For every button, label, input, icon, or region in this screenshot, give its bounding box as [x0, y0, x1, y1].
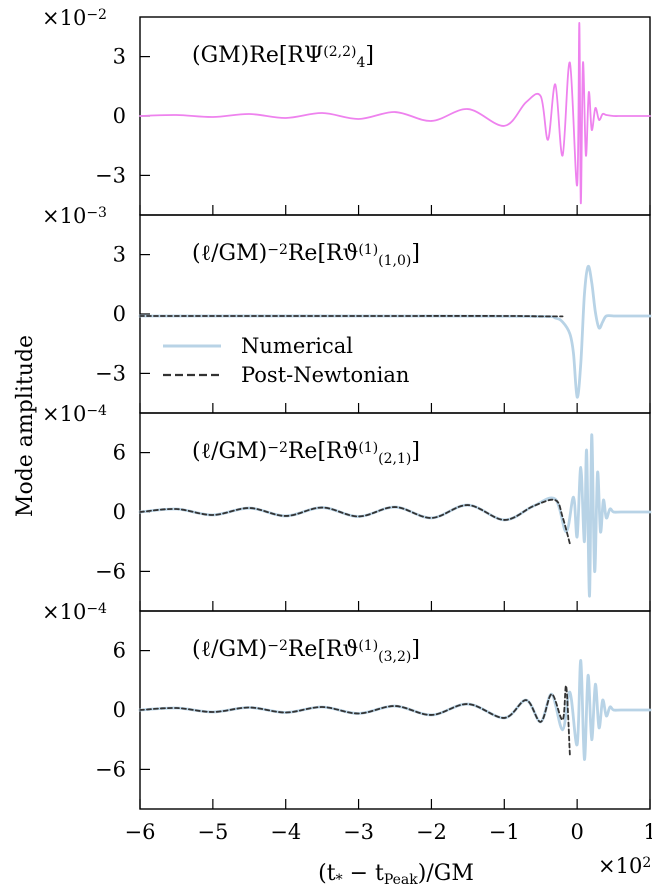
- y-tick-label: 0: [113, 104, 126, 128]
- x-tick-label: −4: [270, 820, 301, 844]
- legend-label: Post-Newtonian: [241, 363, 409, 387]
- y-tick-label: −6: [95, 559, 126, 583]
- x-tick-label: −3: [343, 820, 374, 844]
- y-multiplier: ×10−3: [42, 204, 107, 228]
- x-tick-label: −5: [197, 820, 228, 844]
- x-axis-title: (t* − tPeak)/GM: [318, 861, 474, 888]
- panel-label-3: (ℓ/GM)−2Re[Rϑ(1)(2,1)]: [192, 439, 420, 467]
- x-tick-label: −6: [125, 820, 156, 844]
- y-multiplier: ×10−2: [42, 6, 107, 30]
- panel-label-4: (ℓ/GM)−2Re[Rϑ(1)(3,2)]: [192, 637, 420, 665]
- x-multiplier: ×102: [598, 854, 651, 878]
- y-tick-label: −6: [95, 757, 126, 781]
- y-tick-label: −3: [95, 361, 126, 385]
- y-tick-label: 3: [113, 243, 126, 267]
- y-tick-label: 6: [113, 639, 126, 663]
- y-tick-label: 0: [113, 302, 126, 326]
- x-tick-label: −2: [416, 820, 447, 844]
- x-tick-label: 0: [570, 820, 583, 844]
- panel-label-2: (ℓ/GM)−2Re[Rϑ(1)(1,0)]: [192, 241, 420, 269]
- numerical-line-4: [138, 659, 652, 761]
- y-axis-title: Mode amplitude: [13, 335, 38, 517]
- y-tick-label: −3: [95, 163, 126, 187]
- x-tick-label: 1: [643, 820, 652, 844]
- legend-label: Numerical: [241, 334, 353, 358]
- y-tick-label: 0: [113, 698, 126, 722]
- y-tick-label: 3: [113, 45, 126, 69]
- x-tick-label: −1: [489, 820, 520, 844]
- numerical-line-1: [139, 22, 651, 205]
- y-tick-label: 6: [113, 441, 126, 465]
- panel-label-1: (GM)Re[RΨ(2,2)4]: [192, 43, 374, 71]
- post-newtonian-line-3: [139, 498, 571, 545]
- post-newtonian-line-4: [139, 685, 571, 756]
- y-multiplier: ×10−4: [42, 402, 107, 426]
- y-tick-label: 0: [113, 500, 126, 524]
- y-multiplier: ×10−4: [42, 600, 107, 624]
